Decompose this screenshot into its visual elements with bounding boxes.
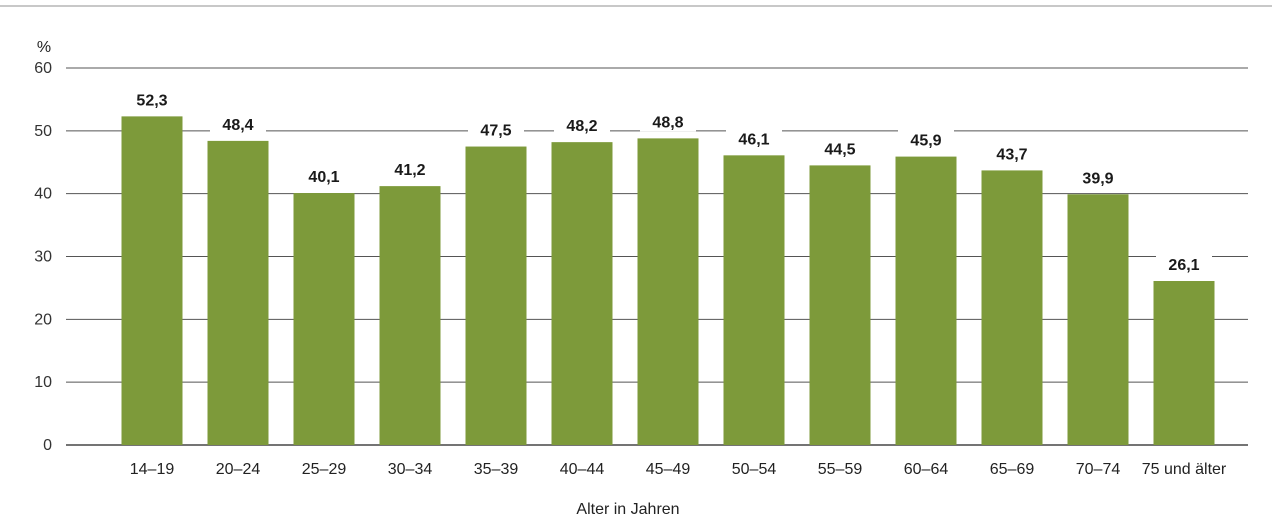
value-label-bg [382,158,438,180]
value-label-bg [554,114,610,136]
value-label-bg [812,137,868,159]
bar-0 [121,116,183,446]
value-label-bg [296,165,352,187]
x-tick-label: 14–19 [130,461,175,478]
x-axis-ticks: 14–19 20–24 25–29 30–34 35–39 40–44 45–49 50–54… [130,461,1227,478]
value-label: 45,9 [910,133,941,150]
y-tick-label: 20 [34,311,52,328]
x-tick-label: 70–74 [1076,461,1121,478]
bar-10 [981,170,1043,445]
value-label: 26,1 [1168,257,1199,274]
y-axis-label: % [37,39,51,56]
value-label: 47,5 [480,123,511,140]
y-tick-label: 10 [34,374,52,391]
y-tick-label: 40 [34,186,52,203]
value-label-bg [898,128,954,150]
value-label: 48,4 [222,117,253,134]
x-tick-label: 45–49 [646,461,691,478]
value-label: 48,2 [566,118,597,135]
y-tick-label: 60 [34,60,52,77]
x-tick-label: 20–24 [216,461,261,478]
bar-6 [637,138,699,445]
bar-12 [1153,281,1215,445]
bar-4 [465,146,527,445]
value-label-bg [468,118,524,140]
bars [121,116,1215,446]
x-tick-label: 75 und älter [1142,461,1227,478]
value-label: 39,9 [1082,170,1113,187]
value-label: 40,1 [308,169,339,186]
bar-9 [895,156,957,445]
x-tick-label: 50–54 [732,461,777,478]
y-tick-label: 50 [34,123,52,140]
bar-5 [551,142,613,446]
bar-8 [809,165,871,445]
value-label-bg [1070,166,1126,188]
value-labels: 52,3 48,4 40,1 41,2 47,5 48,2 48,8 46,1 44,5 45,9… [124,88,1212,275]
value-label-bg [984,142,1040,164]
value-label: 43,7 [996,146,1027,163]
value-label-bg [726,127,782,149]
bar-3 [379,186,441,446]
value-label-bg [210,112,266,134]
y-tick-label: 30 [34,249,52,266]
value-label: 41,2 [394,162,425,179]
x-axis-label: Alter in Jahren [576,501,679,518]
value-label-bg [640,110,696,132]
y-tick-label: 0 [43,437,52,454]
x-tick-label: 60–64 [904,461,949,478]
x-tick-label: 25–29 [302,461,347,478]
x-tick-label: 65–69 [990,461,1035,478]
y-axis-ticks: 0 10 20 30 40 50 60 [34,60,52,454]
bar-1 [207,140,269,446]
value-label: 46,1 [738,131,769,148]
bar-7 [723,155,785,446]
bar-11 [1067,194,1129,445]
value-label: 52,3 [136,92,167,109]
x-tick-label: 35–39 [474,461,519,478]
x-tick-label: 55–59 [818,461,863,478]
value-label-bg [124,88,180,110]
value-label-bg [1156,253,1212,275]
x-tick-label: 40–44 [560,461,605,478]
x-tick-label: 30–34 [388,461,433,478]
bar-2 [293,193,355,445]
value-label: 48,8 [652,114,683,131]
value-label: 44,5 [824,141,855,158]
